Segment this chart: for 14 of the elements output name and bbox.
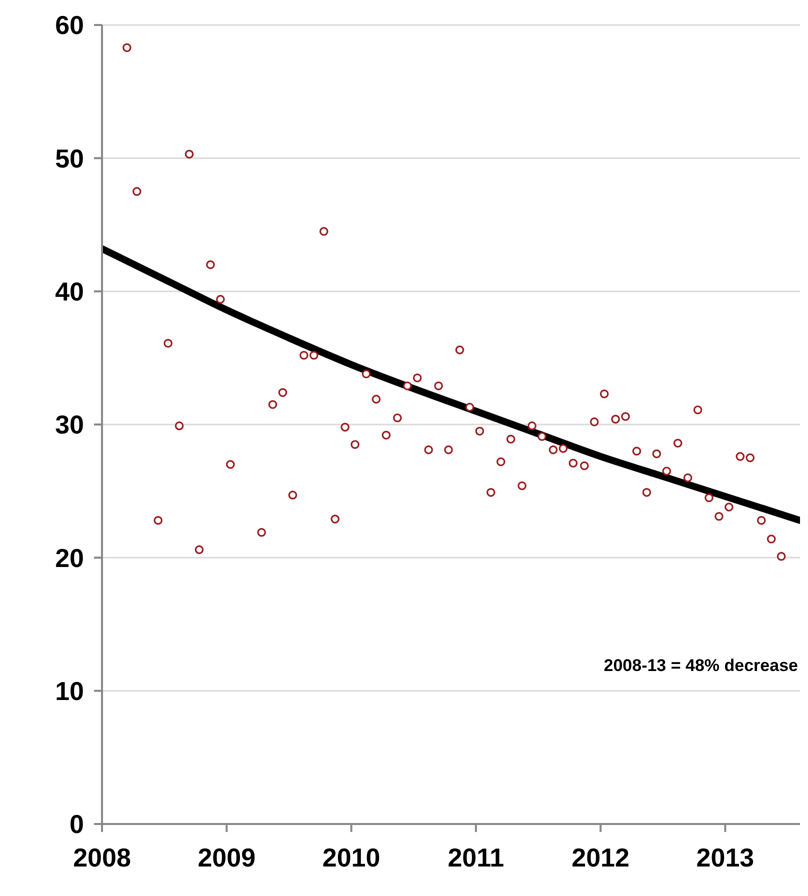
x-tick-label: 2011 — [448, 842, 504, 872]
y-tick-label: 20 — [55, 542, 84, 573]
y-tick-label: 50 — [55, 143, 84, 174]
y-tick-label: 40 — [55, 276, 84, 307]
y-tick-label: 30 — [55, 410, 84, 440]
y-tick-label: 60 — [55, 10, 84, 40]
y-tick-label: 0 — [70, 809, 84, 840]
x-tick-label: 2013 — [696, 842, 754, 872]
x-tick-label: 2008 — [73, 842, 131, 872]
y-tick-label: 10 — [55, 676, 84, 706]
annotation: 2008-13 = 48% decrease — [604, 656, 798, 676]
x-tick-label: 2010 — [322, 842, 380, 872]
x-tick-label: 2012 — [572, 842, 630, 872]
x-tick-label: 2009 — [198, 842, 256, 872]
